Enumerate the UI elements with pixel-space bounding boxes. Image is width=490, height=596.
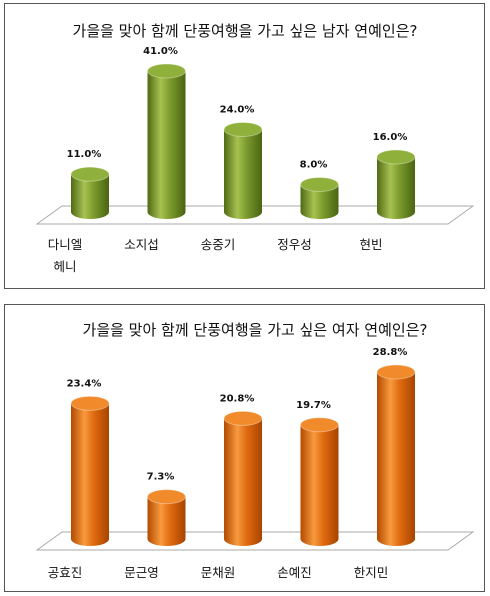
bar (147, 63, 186, 219)
category-label: 헤니 (53, 259, 76, 274)
chart-title: 가을을 맞아 함께 단풍여행을 가고 싶은 남자 연예인은? (73, 22, 418, 40)
female-chart-panel: 가을을 맞아 함께 단풍여행을 가고 싶은 여자 연예인은? 23.4% 공효진 7… (4, 304, 485, 592)
male-chart: 가을을 맞아 함께 단풍여행을 가고 싶은 남자 연예인은? 11.0% 다니엘헤… (35, 22, 475, 274)
value-label: 11.0% (67, 149, 102, 160)
category-label: 한지민 (354, 565, 389, 580)
bar (300, 417, 339, 546)
value-label: 24.0% (220, 104, 255, 115)
female-chart: 가을을 맞아 함께 단풍여행을 가고 싶은 여자 연예인은? 23.4% 공효진 7… (35, 321, 475, 580)
bar (223, 410, 263, 546)
chart-title: 가을을 맞아 함께 단풍여행을 가고 싶은 여자 연예인은? (83, 321, 428, 339)
bar (223, 121, 263, 219)
bar (300, 176, 339, 219)
category-label: 소지섭 (124, 237, 159, 252)
category-label: 공효진 (48, 565, 83, 580)
category-label: 손예진 (277, 565, 312, 580)
value-label: 7.3% (147, 472, 175, 483)
bar (70, 395, 110, 546)
category-label: 문채원 (201, 565, 236, 580)
category-label: 정우성 (277, 237, 312, 252)
value-label: 41.0% (143, 46, 178, 57)
bar (376, 149, 416, 219)
value-label: 20.8% (220, 393, 255, 404)
value-label: 8.0% (300, 159, 328, 170)
category-label: 다니엘 (48, 237, 83, 252)
value-label: 28.8% (373, 347, 408, 358)
value-label: 16.0% (373, 132, 408, 143)
category-label: 송중기 (201, 237, 236, 252)
bar (376, 364, 416, 546)
value-label: 19.7% (296, 400, 331, 411)
bar (147, 489, 186, 546)
category-label: 현빈 (359, 237, 382, 252)
bar (70, 166, 110, 219)
value-label: 23.4% (67, 378, 102, 389)
category-label: 문근영 (124, 565, 159, 580)
